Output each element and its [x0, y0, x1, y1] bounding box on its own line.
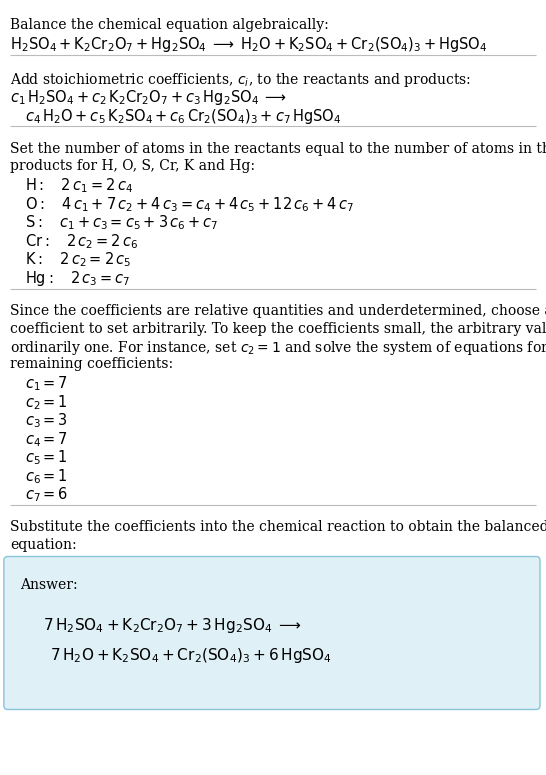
Text: $c_7 = 6$: $c_7 = 6$ — [25, 485, 68, 504]
Text: Add stoichiometric coefficients, $c_i$, to the reactants and products:: Add stoichiometric coefficients, $c_i$, … — [10, 71, 471, 88]
Text: equation:: equation: — [10, 538, 76, 552]
Text: $\mathrm{Cr{:}}\quad 2\,c_2 = 2\,c_6$: $\mathrm{Cr{:}}\quad 2\,c_2 = 2\,c_6$ — [25, 232, 138, 251]
Text: $c_3 = 3$: $c_3 = 3$ — [25, 412, 68, 430]
Text: $c_6 = 1$: $c_6 = 1$ — [25, 467, 67, 486]
Text: $\mathrm{H{:}}\quad 2\,c_1 = 2\,c_4$: $\mathrm{H{:}}\quad 2\,c_1 = 2\,c_4$ — [25, 177, 133, 195]
Text: products for H, O, S, Cr, K and Hg:: products for H, O, S, Cr, K and Hg: — [10, 159, 255, 174]
Text: Answer:: Answer: — [20, 578, 78, 593]
Text: $c_5 = 1$: $c_5 = 1$ — [25, 449, 67, 467]
Text: $\mathrm{O{:}}\quad 4\,c_1 + 7\,c_2 + 4\,c_3 = c_4 + 4\,c_5 + 12\,c_6 + 4\,c_7$: $\mathrm{O{:}}\quad 4\,c_1 + 7\,c_2 + 4\… — [25, 195, 354, 214]
FancyBboxPatch shape — [4, 556, 540, 709]
Text: $7\,\mathrm{H_2O} + \mathrm{K_2SO_4} + \mathrm{Cr_2(SO_4)_3} + 6\,\mathrm{HgSO_4: $7\,\mathrm{H_2O} + \mathrm{K_2SO_4} + \… — [50, 646, 331, 666]
Text: $c_4\,\mathrm{H_2O} + c_5\,\mathrm{K_2SO_4} + c_6\,\mathrm{Cr_2(SO_4)_3} + c_7\,: $c_4\,\mathrm{H_2O} + c_5\,\mathrm{K_2SO… — [25, 107, 341, 126]
Text: $c_2 = 1$: $c_2 = 1$ — [25, 393, 67, 412]
Text: Balance the chemical equation algebraically:: Balance the chemical equation algebraica… — [10, 18, 329, 32]
Text: $c_1\,\mathrm{H_2SO_4} + c_2\,\mathrm{K_2Cr_2O_7} + c_3\,\mathrm{Hg_2SO_4} \;\lo: $c_1\,\mathrm{H_2SO_4} + c_2\,\mathrm{K_… — [10, 88, 287, 107]
Text: coefficient to set arbitrarily. To keep the coefficients small, the arbitrary va: coefficient to set arbitrarily. To keep … — [10, 322, 546, 336]
Text: $\mathrm{S{:}}\quad c_1 + c_3 = c_5 + 3\,c_6 + c_7$: $\mathrm{S{:}}\quad c_1 + c_3 = c_5 + 3\… — [25, 214, 218, 232]
Text: Set the number of atoms in the reactants equal to the number of atoms in the: Set the number of atoms in the reactants… — [10, 142, 546, 156]
Text: Substitute the coefficients into the chemical reaction to obtain the balanced: Substitute the coefficients into the che… — [10, 521, 546, 535]
Text: $c_1 = 7$: $c_1 = 7$ — [25, 374, 68, 393]
Text: $\mathrm{Hg{:}}\quad 2\,c_3 = c_7$: $\mathrm{Hg{:}}\quad 2\,c_3 = c_7$ — [25, 269, 130, 288]
Text: $\mathrm{H_2SO_4 + K_2Cr_2O_7 + Hg_2SO_4} \;\longrightarrow\; \mathrm{H_2O + K_2: $\mathrm{H_2SO_4 + K_2Cr_2O_7 + Hg_2SO_4… — [10, 36, 488, 54]
Text: $\mathrm{K{:}}\quad 2\,c_2 = 2\,c_5$: $\mathrm{K{:}}\quad 2\,c_2 = 2\,c_5$ — [25, 251, 131, 270]
Text: remaining coefficients:: remaining coefficients: — [10, 356, 173, 371]
Text: $7\,\mathrm{H_2SO_4} + \mathrm{K_2Cr_2O_7} + 3\,\mathrm{Hg_2SO_4} \;\longrightar: $7\,\mathrm{H_2SO_4} + \mathrm{K_2Cr_2O_… — [43, 616, 301, 635]
Text: ordinarily one. For instance, set $c_2 = 1$ and solve the system of equations fo: ordinarily one. For instance, set $c_2 =… — [10, 339, 546, 357]
Text: Since the coefficients are relative quantities and underdetermined, choose a: Since the coefficients are relative quan… — [10, 305, 546, 319]
Text: $c_4 = 7$: $c_4 = 7$ — [25, 430, 68, 449]
